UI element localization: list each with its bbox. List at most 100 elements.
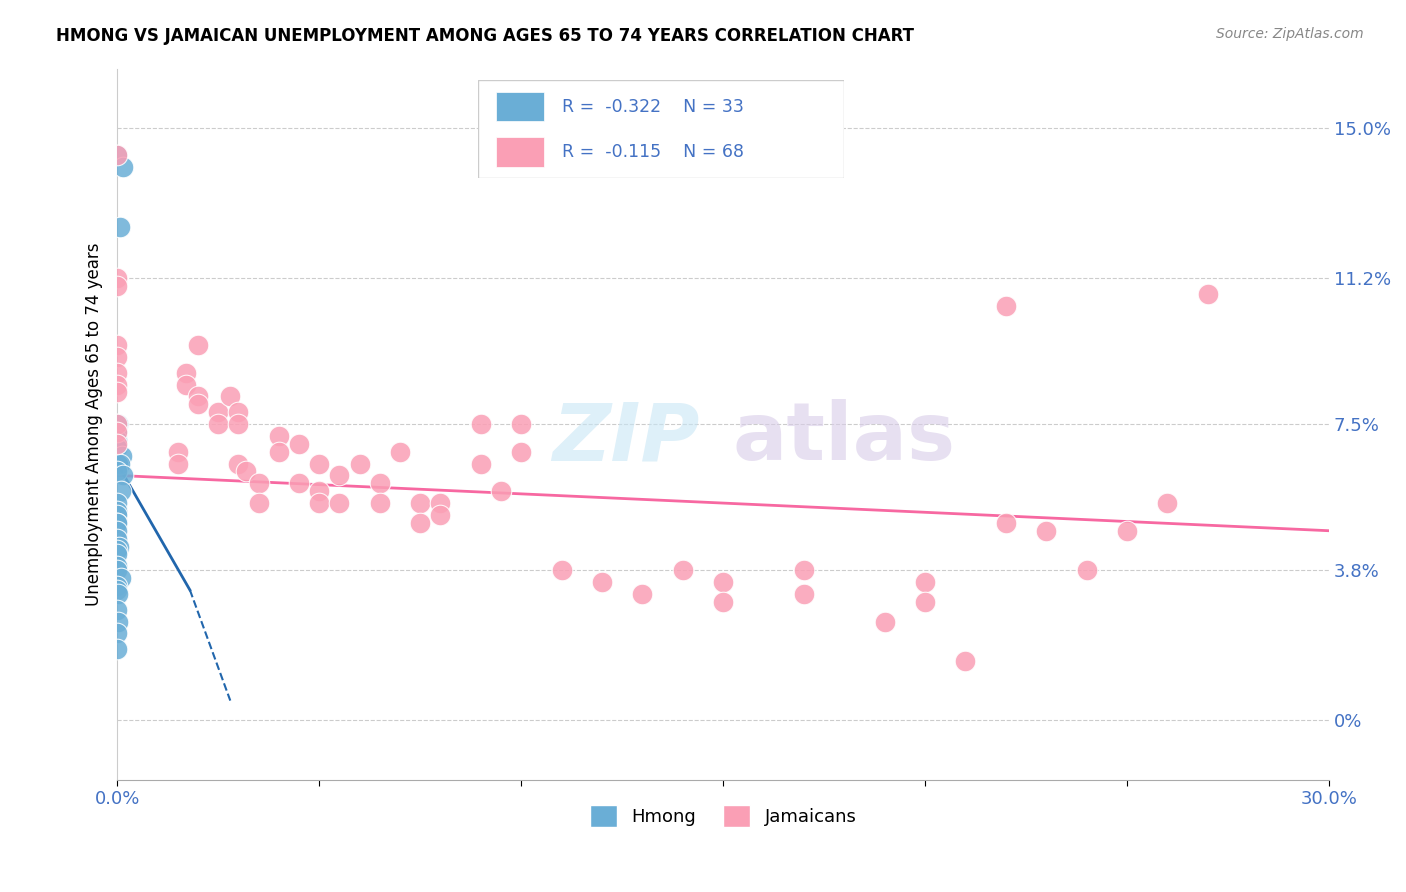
Point: [873, 615, 896, 629]
Point: [368, 496, 391, 510]
Text: HMONG VS JAMAICAN UNEMPLOYMENT AMONG AGES 65 TO 74 YEARS CORRELATION CHART: HMONG VS JAMAICAN UNEMPLOYMENT AMONG AGE…: [56, 27, 914, 45]
Point: [105, 559, 128, 574]
Point: [105, 278, 128, 293]
Legend: Hmong, Jamaicans: Hmong, Jamaicans: [582, 798, 863, 835]
Point: [247, 496, 270, 510]
Point: [105, 516, 128, 530]
FancyBboxPatch shape: [478, 80, 844, 178]
Point: [105, 563, 128, 577]
FancyBboxPatch shape: [496, 137, 544, 167]
Point: [711, 595, 734, 609]
Point: [429, 508, 451, 522]
Point: [105, 524, 128, 538]
Point: [793, 587, 815, 601]
Point: [110, 571, 132, 585]
Point: [409, 516, 432, 530]
Point: [267, 429, 290, 443]
Point: [550, 563, 572, 577]
Point: [288, 437, 311, 451]
Point: [105, 433, 128, 447]
Point: [308, 496, 330, 510]
Point: [111, 449, 134, 463]
Point: [105, 508, 128, 522]
Point: [105, 532, 128, 546]
Point: [105, 603, 128, 617]
Point: [793, 563, 815, 577]
Point: [107, 540, 129, 554]
Point: [105, 148, 128, 162]
Point: [105, 441, 128, 455]
Point: [107, 587, 129, 601]
Point: [228, 405, 250, 419]
Point: [105, 465, 128, 479]
Point: [368, 476, 391, 491]
Point: [105, 579, 128, 593]
Point: [105, 496, 128, 510]
Point: [108, 457, 131, 471]
Point: [349, 457, 371, 471]
Point: [219, 389, 242, 403]
Point: [994, 299, 1017, 313]
Text: R =  -0.322    N = 33: R = -0.322 N = 33: [562, 98, 744, 116]
Point: [105, 385, 128, 400]
Point: [174, 377, 197, 392]
Point: [388, 444, 411, 458]
Point: [111, 468, 134, 483]
Point: [105, 271, 128, 285]
Point: [308, 457, 330, 471]
Point: [409, 496, 432, 510]
Point: [228, 457, 250, 471]
Point: [955, 654, 977, 668]
Point: [105, 437, 128, 451]
Point: [489, 484, 512, 499]
Point: [187, 338, 209, 352]
Text: atlas: atlas: [733, 400, 956, 477]
Point: [105, 417, 128, 431]
Point: [174, 366, 197, 380]
Point: [105, 582, 128, 597]
Point: [631, 587, 654, 601]
Point: [711, 575, 734, 590]
Point: [105, 543, 128, 558]
Point: [111, 161, 134, 175]
Point: [235, 465, 257, 479]
Point: [105, 366, 128, 380]
Point: [510, 417, 533, 431]
Point: [429, 496, 451, 510]
FancyBboxPatch shape: [496, 92, 544, 121]
Point: [1035, 524, 1057, 538]
Point: [1156, 496, 1178, 510]
Point: [994, 516, 1017, 530]
Point: [914, 595, 936, 609]
Point: [328, 496, 350, 510]
Point: [207, 405, 229, 419]
Point: [267, 444, 290, 458]
Point: [107, 417, 129, 431]
Point: [105, 626, 128, 640]
Point: [166, 444, 188, 458]
Text: Source: ZipAtlas.com: Source: ZipAtlas.com: [1216, 27, 1364, 41]
Point: [247, 476, 270, 491]
Point: [308, 484, 330, 499]
Point: [288, 476, 311, 491]
Point: [105, 148, 128, 162]
Point: [107, 457, 129, 471]
Point: [105, 642, 128, 657]
Point: [105, 425, 128, 439]
Point: [1116, 524, 1139, 538]
Text: ZIP: ZIP: [553, 400, 700, 477]
Point: [105, 504, 128, 518]
Y-axis label: Unemployment Among Ages 65 to 74 years: Unemployment Among Ages 65 to 74 years: [86, 243, 103, 606]
Point: [1197, 286, 1219, 301]
Point: [591, 575, 613, 590]
Point: [187, 397, 209, 411]
Point: [166, 457, 188, 471]
Point: [105, 338, 128, 352]
Point: [107, 516, 129, 530]
Point: [105, 350, 128, 364]
Point: [105, 377, 128, 392]
Point: [105, 425, 128, 439]
Point: [1076, 563, 1098, 577]
Point: [328, 468, 350, 483]
Text: R =  -0.115    N = 68: R = -0.115 N = 68: [562, 143, 744, 161]
